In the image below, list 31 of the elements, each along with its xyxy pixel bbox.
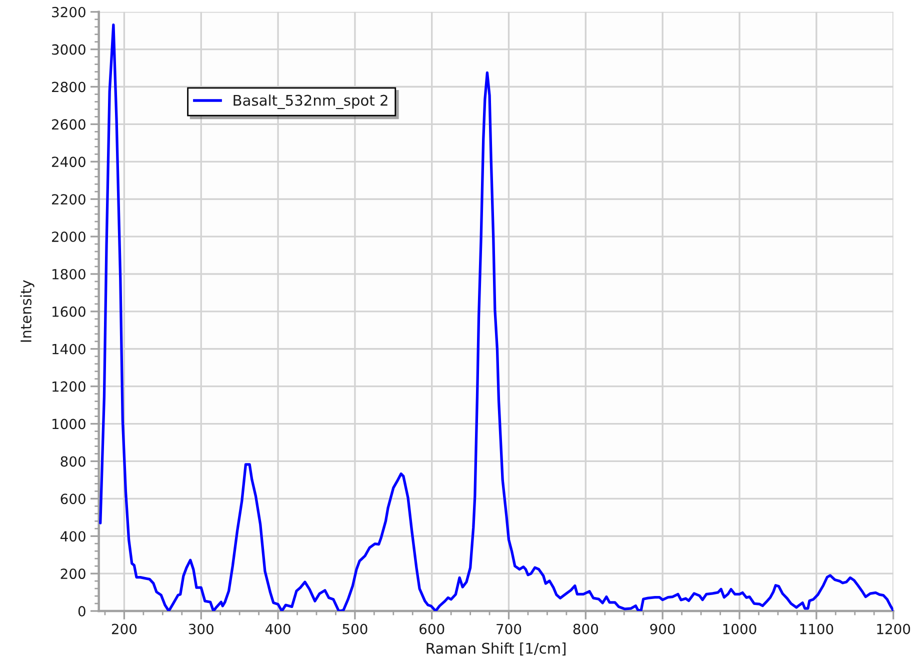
x-tick-label: 300 — [188, 624, 214, 634]
x-tick-label: 600 — [420, 624, 444, 634]
y-tick-label: 2400 — [52, 156, 86, 168]
y-tick-label: 2600 — [52, 119, 86, 130]
legend-label: Basalt_532nm_spot 2 — [234, 94, 388, 110]
y-tick-label: 1800 — [52, 268, 86, 280]
y-tick-label: 3000 — [52, 44, 86, 55]
y-tick-label: 0 — [78, 606, 86, 616]
y-tick-label: 2000 — [52, 232, 86, 242]
x-tick-label: 500 — [342, 624, 368, 634]
x-tick-label: 1000 — [723, 624, 756, 634]
y-tick-label: 1600 — [52, 306, 86, 317]
y-tick-label: 1000 — [52, 418, 86, 430]
y-tick-label: 400 — [60, 531, 86, 542]
y-axis-title: Intensity — [20, 280, 34, 342]
x-tick-label: 700 — [496, 624, 522, 634]
y-tick-label: 2200 — [52, 194, 86, 205]
x-tick-label: 1100 — [800, 624, 834, 634]
y-tick-label: 600 — [60, 494, 86, 504]
y-tick-label: 800 — [60, 456, 86, 467]
x-tick-label: 200 — [112, 624, 137, 634]
x-tick-label: 1200 — [877, 624, 910, 634]
y-tick-label: 3200 — [52, 6, 86, 18]
y-tick-label: 200 — [60, 568, 86, 580]
y-tick-label: 1400 — [52, 344, 86, 354]
x-tick-label: 900 — [650, 624, 675, 634]
y-tick-label: 2800 — [52, 82, 86, 92]
x-tick-label: 800 — [573, 624, 598, 634]
x-axis-title: Raman Shift [1/cm] — [426, 642, 566, 656]
y-tick-label: 1200 — [52, 381, 86, 392]
x-tick-label: 400 — [265, 624, 290, 634]
